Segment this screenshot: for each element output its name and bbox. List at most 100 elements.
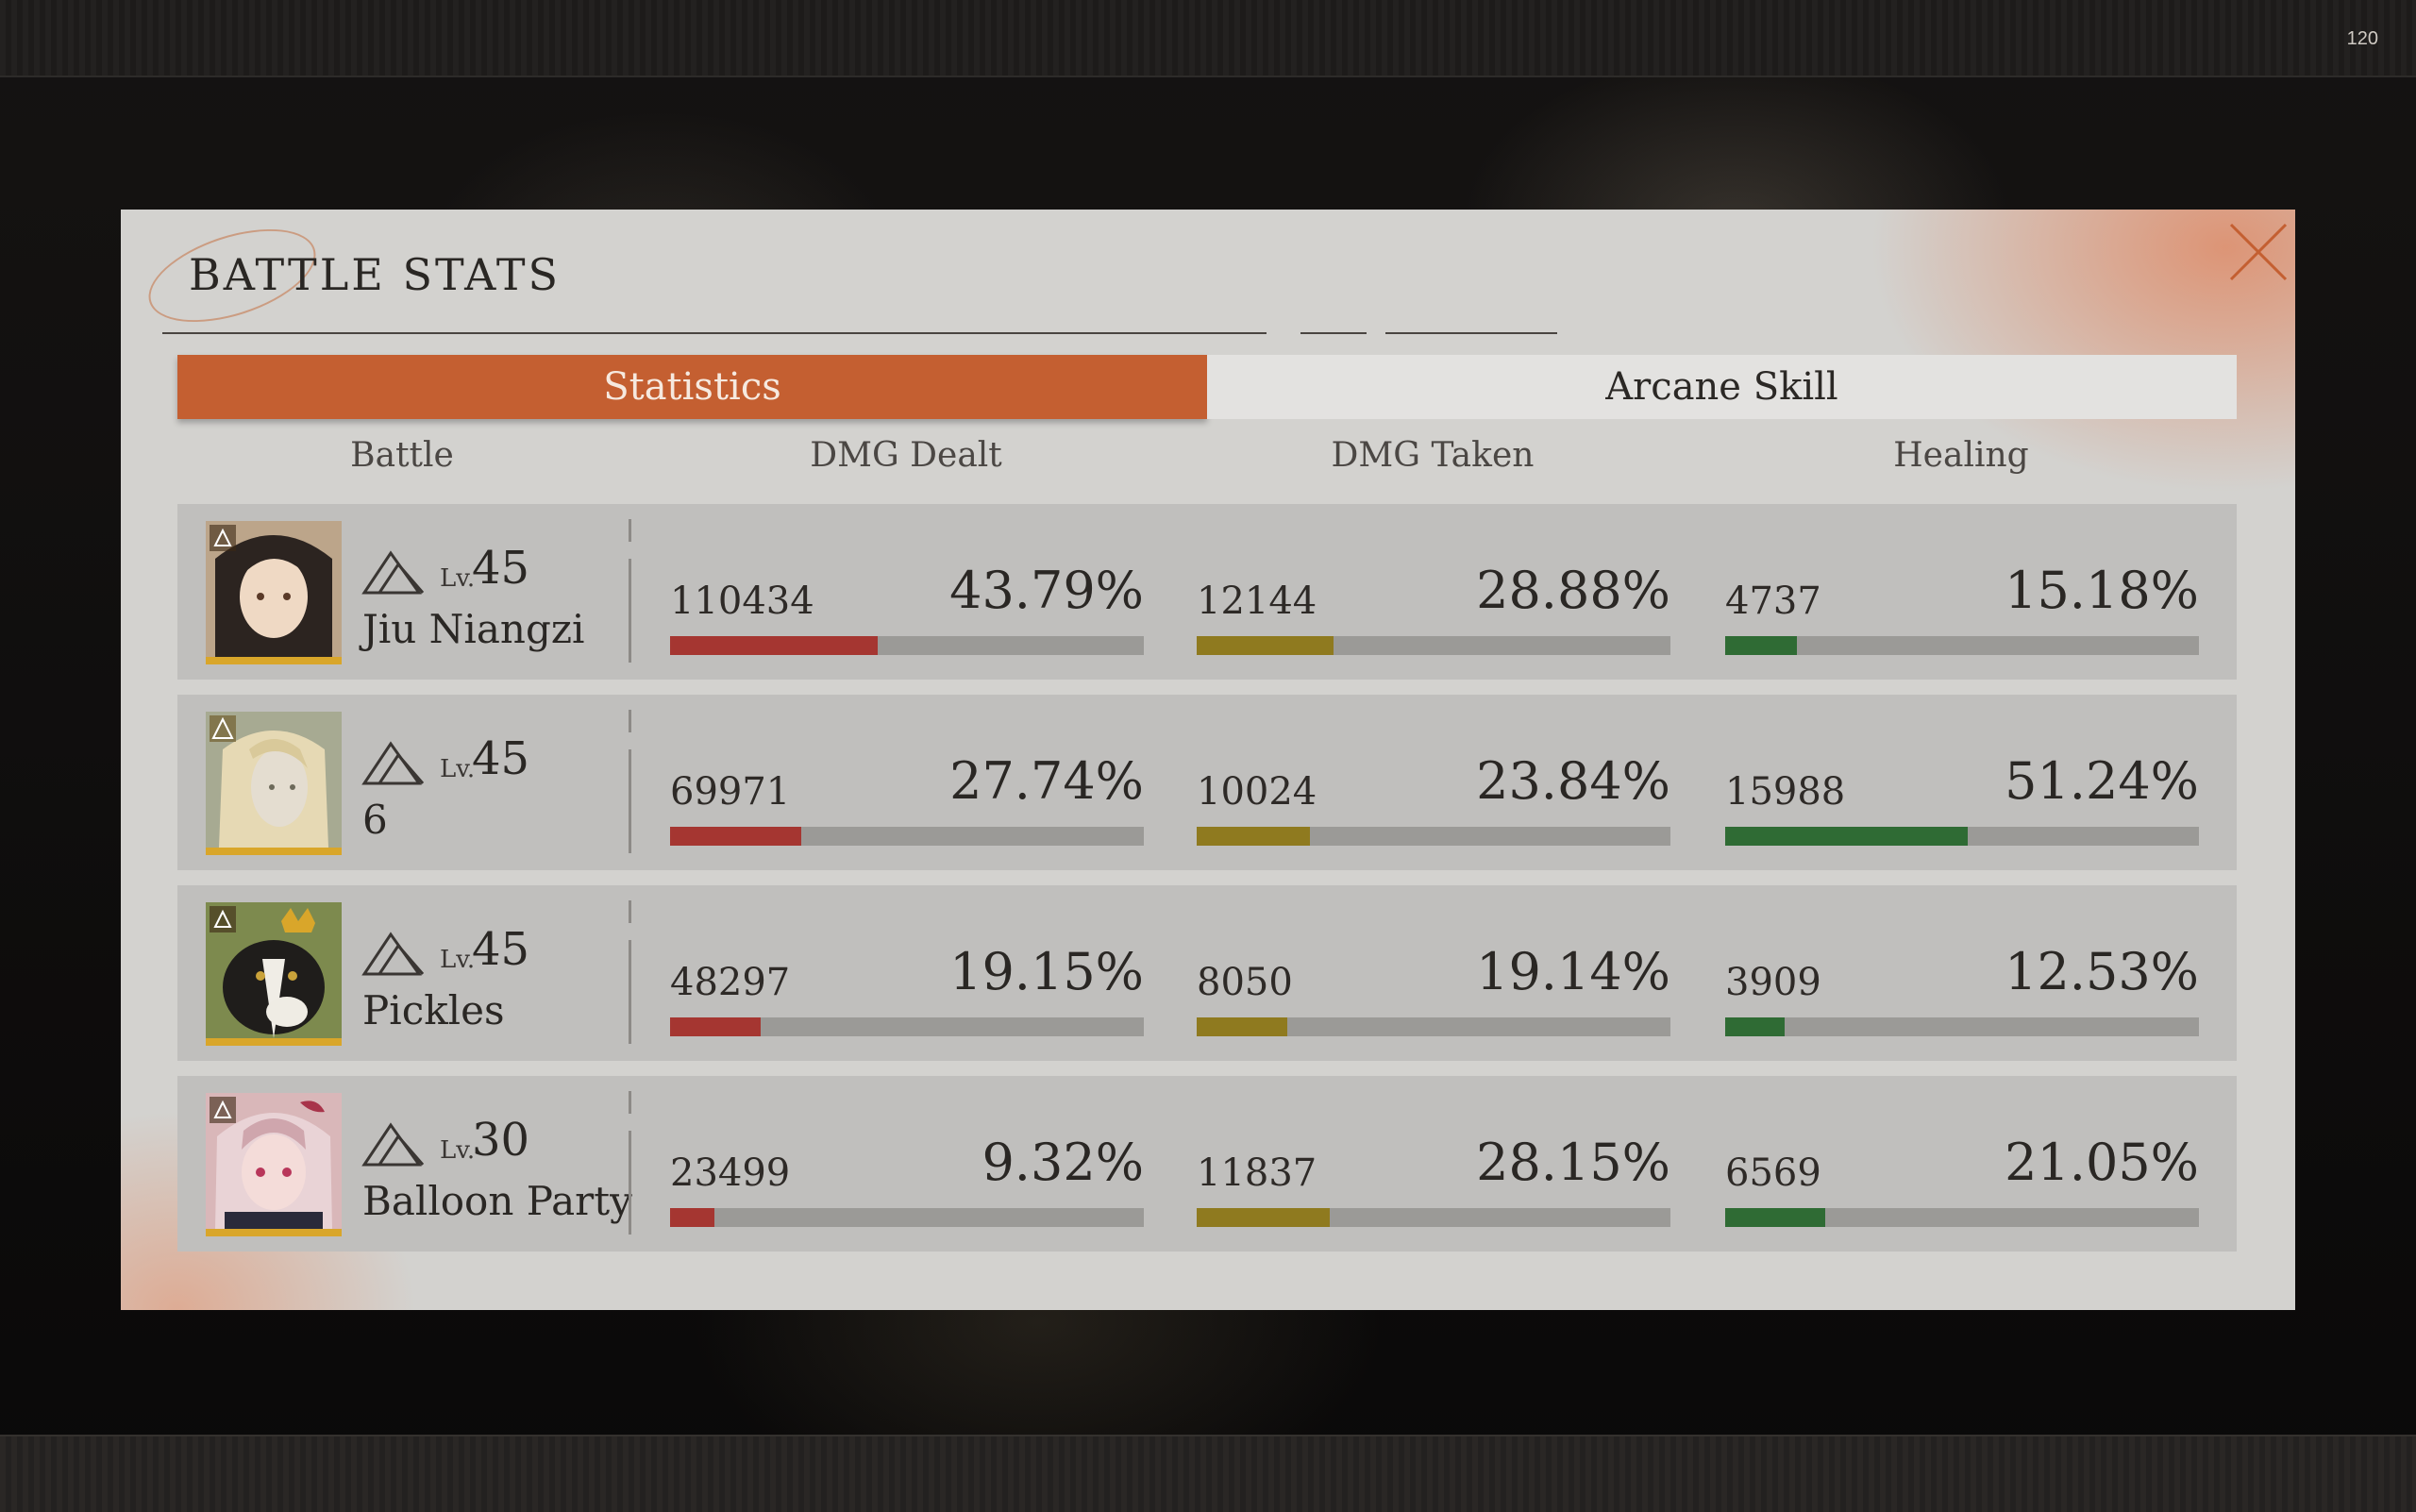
level-label: Lv. <box>440 564 476 593</box>
column-header-battle: Battle <box>350 436 454 475</box>
dmg-taken-value: 11837 <box>1197 1151 1317 1195</box>
level-value: 45 <box>472 732 530 785</box>
healing-value: 3909 <box>1725 961 1821 1004</box>
dmg-dealt-bar <box>670 636 1144 655</box>
portrait-dark-hair-icon <box>206 521 342 657</box>
character-name: Pickles <box>362 987 505 1033</box>
healing-bar <box>1725 1017 2199 1036</box>
dmg-taken-percent: 23.84% <box>1476 751 1670 811</box>
dmg-dealt-value: 69971 <box>670 770 791 814</box>
healing-bar <box>1725 636 2199 655</box>
avatar[interactable] <box>206 1093 342 1236</box>
dmg-dealt-percent: 27.74% <box>949 751 1144 811</box>
top-bar <box>0 0 2416 77</box>
healing-stat: 4737 15.18% <box>1725 561 2199 655</box>
dmg-dealt-bar-fill <box>670 1017 762 1036</box>
healing-value: 15988 <box>1725 770 1846 814</box>
healing-bar <box>1725 827 2199 846</box>
portrait-pink-hair-icon <box>206 1093 342 1229</box>
rank-triangle-icon <box>361 1122 425 1167</box>
table-row: Lv. 45 Jiu Niangzi 110434 43.79% 12144 2… <box>177 504 2237 680</box>
dmg-taken-bar-fill <box>1197 827 1310 846</box>
bottom-bar <box>0 1435 2416 1512</box>
dmg-taken-bar <box>1197 1208 1670 1227</box>
rank-triangle-icon <box>361 550 425 595</box>
dmg-taken-stat: 11837 28.15% <box>1197 1133 1670 1227</box>
dmg-taken-stat: 8050 19.14% <box>1197 942 1670 1036</box>
dmg-taken-value: 10024 <box>1197 770 1317 814</box>
rank-triangle-icon <box>361 741 425 785</box>
dmg-taken-bar <box>1197 827 1670 846</box>
dmg-dealt-value: 23499 <box>670 1151 791 1195</box>
character-name: 6 <box>362 797 388 843</box>
avatar[interactable] <box>206 521 342 664</box>
portrait-blonde-icon <box>206 712 342 848</box>
table-row: Lv. 45 Pickles 48297 19.15% 8050 19.14% … <box>177 885 2237 1061</box>
character-name: Jiu Niangzi <box>362 606 585 652</box>
dmg-dealt-bar <box>670 827 1144 846</box>
healing-percent: 51.24% <box>2005 751 2199 811</box>
dmg-taken-bar-fill <box>1197 636 1334 655</box>
healing-stat: 6569 21.05% <box>1725 1133 2199 1227</box>
healing-bar-fill <box>1725 827 1969 846</box>
column-header-dmg-dealt: DMG Dealt <box>810 436 1002 475</box>
dmg-dealt-stat: 23499 9.32% <box>670 1133 1144 1227</box>
close-button[interactable] <box>2225 219 2291 285</box>
dmg-dealt-percent: 19.15% <box>949 942 1144 1001</box>
title-underline-short <box>1300 332 1367 334</box>
dmg-dealt-stat: 69971 27.74% <box>670 751 1144 846</box>
dmg-dealt-bar-fill <box>670 827 802 846</box>
healing-percent: 12.53% <box>2005 942 2199 1001</box>
dmg-dealt-bar <box>670 1017 1144 1036</box>
dmg-taken-percent: 19.14% <box>1476 942 1670 1001</box>
row-divider <box>629 559 631 663</box>
row-divider <box>629 900 631 923</box>
dmg-dealt-stat: 48297 19.15% <box>670 942 1144 1036</box>
dmg-taken-percent: 28.15% <box>1476 1133 1670 1192</box>
healing-bar-fill <box>1725 636 1798 655</box>
character-name: Balloon Party <box>362 1178 632 1224</box>
healing-bar-fill <box>1725 1017 1785 1036</box>
healing-percent: 15.18% <box>2005 561 2199 620</box>
avatar[interactable] <box>206 712 342 855</box>
battle-stats-panel: BATTLE STATS Statistics Arcane Skill Bat… <box>121 210 2295 1310</box>
healing-value: 6569 <box>1725 1151 1821 1195</box>
healing-stat: 3909 12.53% <box>1725 942 2199 1036</box>
dmg-dealt-bar-fill <box>670 636 878 655</box>
dmg-dealt-value: 110434 <box>670 580 814 623</box>
table-row: Lv. 45 6 69971 27.74% 10024 23.84% 15988… <box>177 695 2237 870</box>
fps-counter: 120 <box>2346 28 2378 49</box>
dmg-taken-stat: 10024 23.84% <box>1197 751 1670 846</box>
panel-title: BATTLE STATS <box>189 249 562 300</box>
dmg-taken-bar <box>1197 1017 1670 1036</box>
row-divider <box>629 1091 631 1114</box>
dmg-dealt-bar-fill <box>670 1208 714 1227</box>
dmg-taken-bar <box>1197 636 1670 655</box>
close-icon <box>2229 223 2288 281</box>
tab-bar: Statistics Arcane Skill <box>177 355 2237 419</box>
dmg-taken-bar-fill <box>1197 1208 1331 1227</box>
tab-arcane-skill[interactable]: Arcane Skill <box>1207 355 2237 419</box>
healing-stat: 15988 51.24% <box>1725 751 2199 846</box>
column-header-healing: Healing <box>1893 436 2029 475</box>
dmg-dealt-percent: 43.79% <box>949 561 1144 620</box>
row-divider <box>629 940 631 1044</box>
healing-percent: 21.05% <box>2005 1133 2199 1192</box>
title-underline-end <box>1385 332 1557 334</box>
level-value: 45 <box>472 923 530 976</box>
level-label: Lv. <box>440 946 476 974</box>
dmg-dealt-stat: 110434 43.79% <box>670 561 1144 655</box>
row-divider <box>629 710 631 732</box>
healing-value: 4737 <box>1725 580 1821 623</box>
avatar[interactable] <box>206 902 342 1046</box>
dmg-taken-stat: 12144 28.88% <box>1197 561 1670 655</box>
dmg-taken-bar-fill <box>1197 1017 1288 1036</box>
title-underline <box>162 332 1267 334</box>
dmg-taken-value: 8050 <box>1197 961 1293 1004</box>
tab-statistics[interactable]: Statistics <box>177 355 1207 419</box>
level-value: 45 <box>472 542 530 595</box>
dmg-dealt-value: 48297 <box>670 961 791 1004</box>
level-label: Lv. <box>440 1136 476 1165</box>
row-divider <box>629 519 631 542</box>
dmg-dealt-bar <box>670 1208 1144 1227</box>
